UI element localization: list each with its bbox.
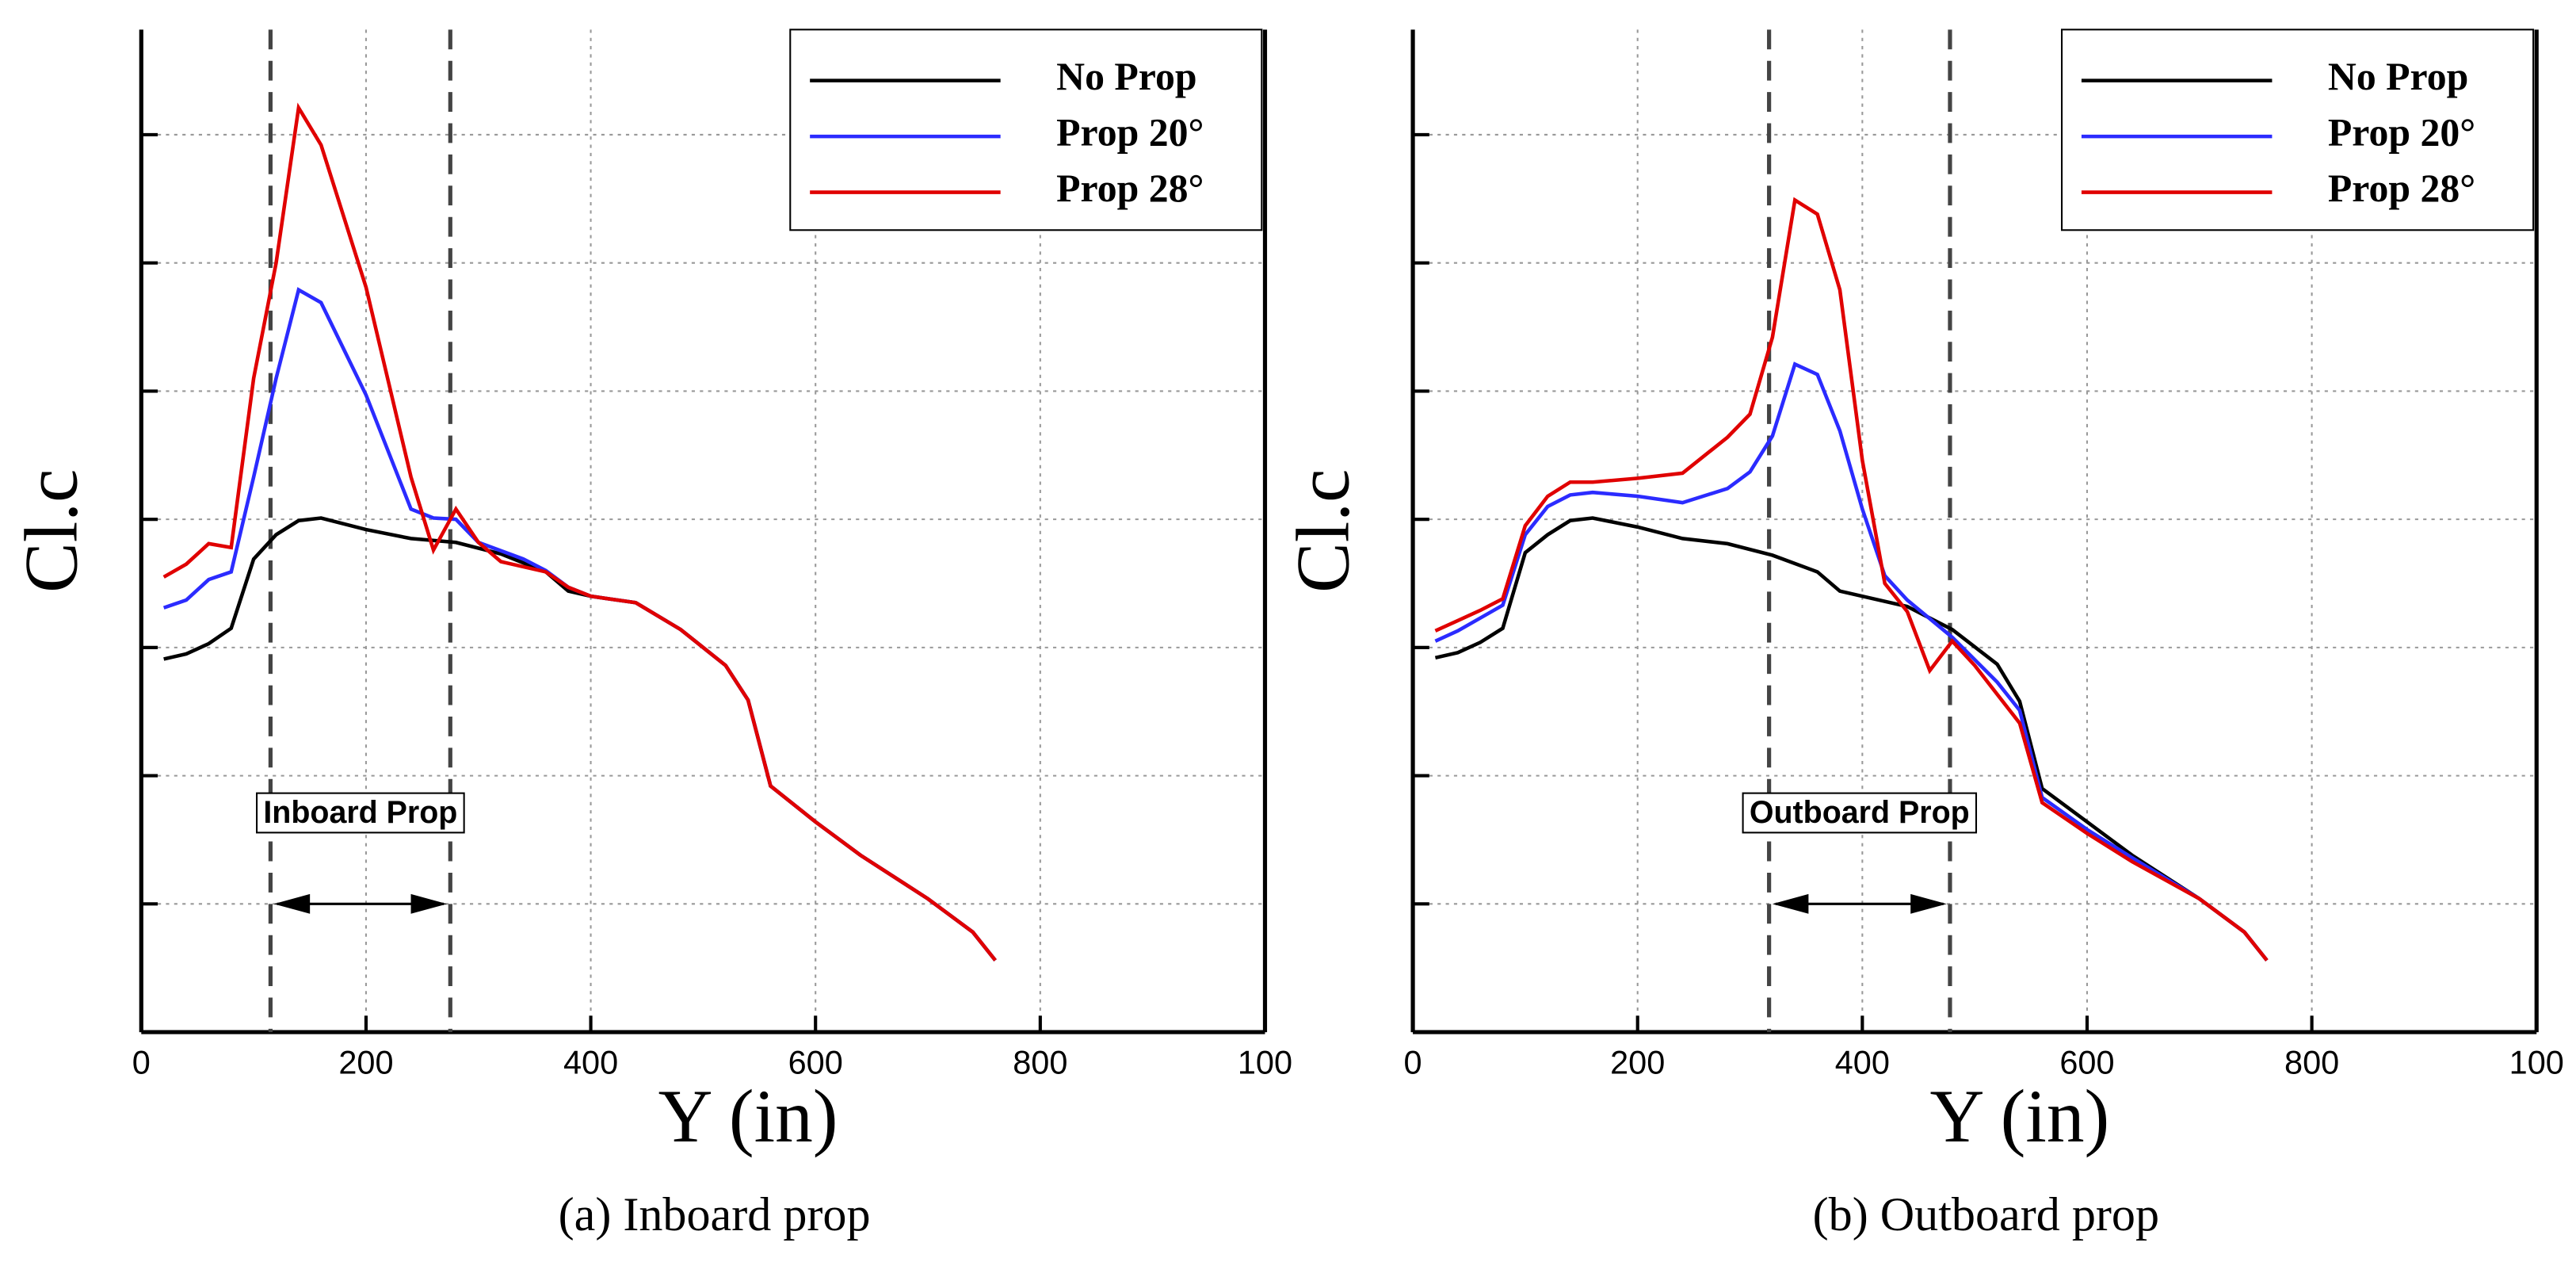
x-tick-label: 800 — [1013, 1043, 1067, 1080]
annotation-box — [1742, 792, 1978, 834]
y-axis-label: Cl.c — [1280, 469, 1364, 593]
x-axis-label: Y (in) — [658, 1074, 838, 1158]
x-tick-label: 200 — [338, 1043, 393, 1080]
y-axis-label: Cl.c — [10, 469, 93, 593]
x-tick-label: 600 — [788, 1043, 843, 1080]
annotation: Outboard Prop — [1750, 795, 1970, 830]
legend-label: Prop 28° — [2328, 166, 2475, 210]
x-tick-label: 100 — [1238, 1043, 1292, 1080]
series-line — [1434, 361, 2269, 962]
arrow-head — [273, 893, 448, 914]
legend-label: Prop 20° — [1056, 111, 1204, 155]
x-tick-label: 800 — [2284, 1043, 2339, 1080]
legend-label: Prop 20° — [2328, 111, 2475, 155]
x-tick-label: 100 — [2509, 1043, 2564, 1080]
caption: (a) Inboard prop — [559, 1188, 871, 1241]
x-tick-label: 0 — [1404, 1043, 1422, 1080]
series-line — [1434, 197, 2269, 962]
x-tick-label: 400 — [563, 1043, 618, 1080]
x-tick-label: 400 — [1835, 1043, 1890, 1080]
arrow-head — [1772, 893, 1947, 914]
legend-label: Prop 28° — [1056, 166, 1204, 210]
x-tick-label: 0 — [132, 1043, 151, 1080]
x-tick-label: 600 — [2059, 1043, 2114, 1080]
series-line — [1434, 516, 2269, 962]
series-line — [163, 516, 997, 962]
annotation-box — [256, 792, 465, 834]
legend-box — [789, 29, 1263, 231]
annotation: Inboard Prop — [263, 795, 457, 830]
legend-box — [2061, 29, 2535, 231]
caption: (b) Outboard prop — [1813, 1188, 2159, 1241]
series-line — [162, 102, 997, 962]
x-tick-label: 200 — [1610, 1043, 1665, 1080]
legend-label: No Prop — [1056, 55, 1196, 98]
x-axis-label: Y (in) — [1929, 1074, 2109, 1158]
legend-label: No Prop — [2328, 55, 2468, 98]
